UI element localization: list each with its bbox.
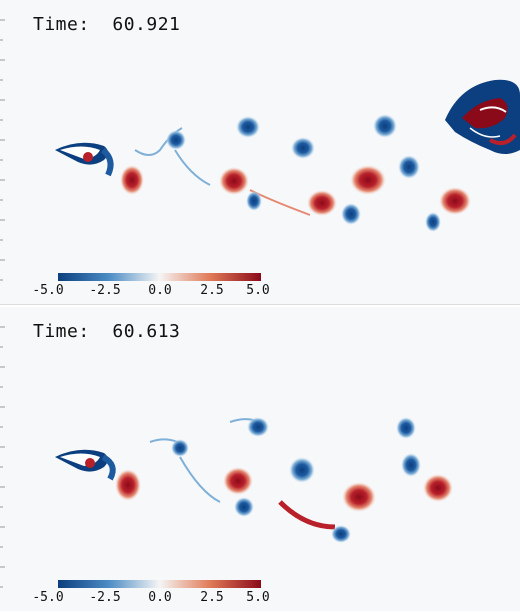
vortex-blue bbox=[425, 212, 441, 232]
colorbar-tick: 5.0 bbox=[246, 283, 270, 298]
vortex-red bbox=[219, 167, 249, 195]
colorbar-tick: 0.0 bbox=[148, 590, 172, 605]
vorticity-panel-bottom: Time: 60.613 -5.0 -2.5 0.0 2.5 5.0 bbox=[0, 307, 520, 611]
colorbar-tick: 2.5 bbox=[200, 283, 224, 298]
colorbar-tick: 2.5 bbox=[200, 590, 224, 605]
vortex-red bbox=[423, 474, 453, 502]
vorticity-panel-top: Time: 60.921 -5.0 -2.5 0.0 2.5 5.0 bbox=[0, 0, 520, 304]
vortex-red bbox=[120, 165, 144, 195]
colorbar bbox=[58, 273, 261, 281]
vortex-red bbox=[223, 467, 253, 495]
panel-divider bbox=[0, 304, 520, 305]
time-label: Time: 60.613 bbox=[33, 321, 181, 342]
vortex-blue bbox=[341, 203, 361, 225]
colorbar-tick: -5.0 bbox=[32, 590, 64, 605]
vortex-blue bbox=[234, 497, 254, 517]
vortex-blue bbox=[398, 155, 420, 179]
turbulent-cluster bbox=[445, 79, 520, 154]
vortex-blue bbox=[246, 191, 262, 211]
vortex-blue bbox=[396, 417, 416, 439]
vortex-blue bbox=[236, 116, 260, 138]
vortex-blue bbox=[247, 417, 269, 437]
ruler-left bbox=[0, 19, 5, 281]
vortex-blue bbox=[289, 457, 315, 483]
colorbar bbox=[58, 580, 261, 588]
vortex-blue bbox=[171, 439, 189, 457]
colorbar-tick: 5.0 bbox=[246, 590, 270, 605]
vortex-blue bbox=[401, 453, 421, 477]
vortex-blue bbox=[166, 130, 186, 150]
ruler-left bbox=[0, 326, 5, 588]
time-label: Time: 60.921 bbox=[33, 14, 181, 35]
vortex-blue bbox=[291, 137, 315, 159]
vorticity-field-bottom bbox=[55, 417, 453, 543]
colorbar-tick: 0.0 bbox=[148, 283, 172, 298]
vortex-red bbox=[342, 482, 376, 512]
colorbar-tick: -5.0 bbox=[32, 283, 64, 298]
vortex-blue bbox=[373, 114, 397, 138]
vortex-red bbox=[350, 165, 386, 195]
vortex-red bbox=[115, 469, 141, 501]
vortex-blue bbox=[331, 525, 351, 543]
colorbar-tick: -2.5 bbox=[89, 590, 121, 605]
vortex-red bbox=[307, 190, 337, 216]
colorbar-tick: -2.5 bbox=[89, 283, 121, 298]
vorticity-field-top bbox=[55, 79, 520, 232]
vortex-red bbox=[439, 187, 471, 215]
